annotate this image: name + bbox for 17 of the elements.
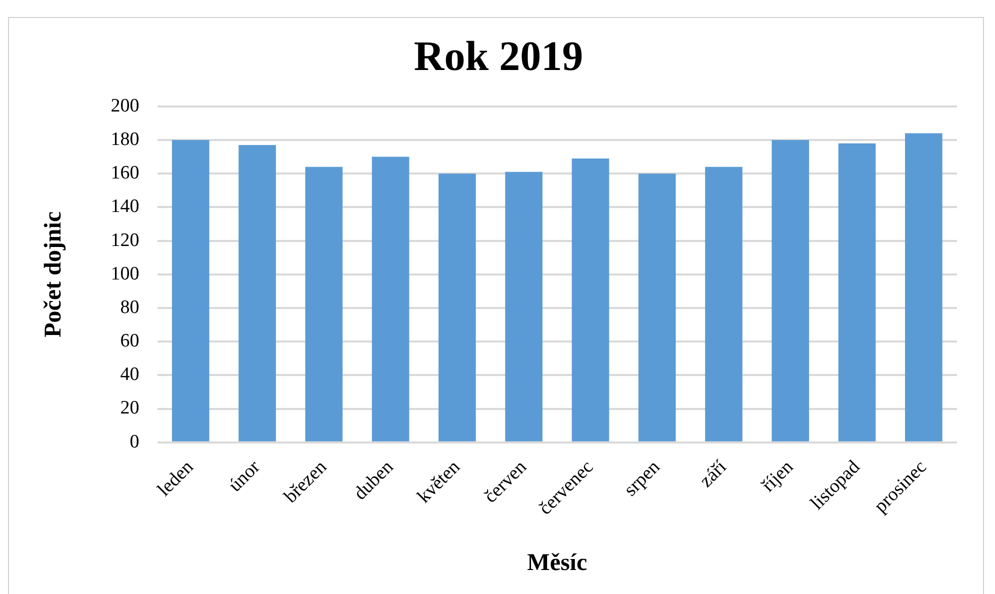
y-tick-label: 40 bbox=[120, 364, 140, 386]
y-tick-label: 160 bbox=[110, 162, 140, 184]
x-axis-title: Měsíc bbox=[527, 550, 588, 576]
y-tick-label: 100 bbox=[110, 263, 140, 284]
y-tick-label: 80 bbox=[120, 296, 140, 318]
y-tick-label: 60 bbox=[120, 330, 140, 352]
y-tick-label: 120 bbox=[110, 230, 140, 251]
x-tick-label: září bbox=[696, 456, 732, 492]
y-axis-title: Počet dojnic bbox=[40, 211, 67, 338]
y-tick-label: 200 bbox=[110, 95, 140, 116]
x-tick-label: únor bbox=[224, 456, 265, 496]
chart-title: Rok 2019 bbox=[414, 34, 584, 80]
y-tick-label: 0 bbox=[130, 431, 140, 452]
x-tick-label: říjen bbox=[758, 456, 798, 496]
y-tick-label: 180 bbox=[110, 128, 140, 150]
y-tick-label: 140 bbox=[110, 196, 140, 218]
y-tick-label: 20 bbox=[120, 398, 140, 419]
